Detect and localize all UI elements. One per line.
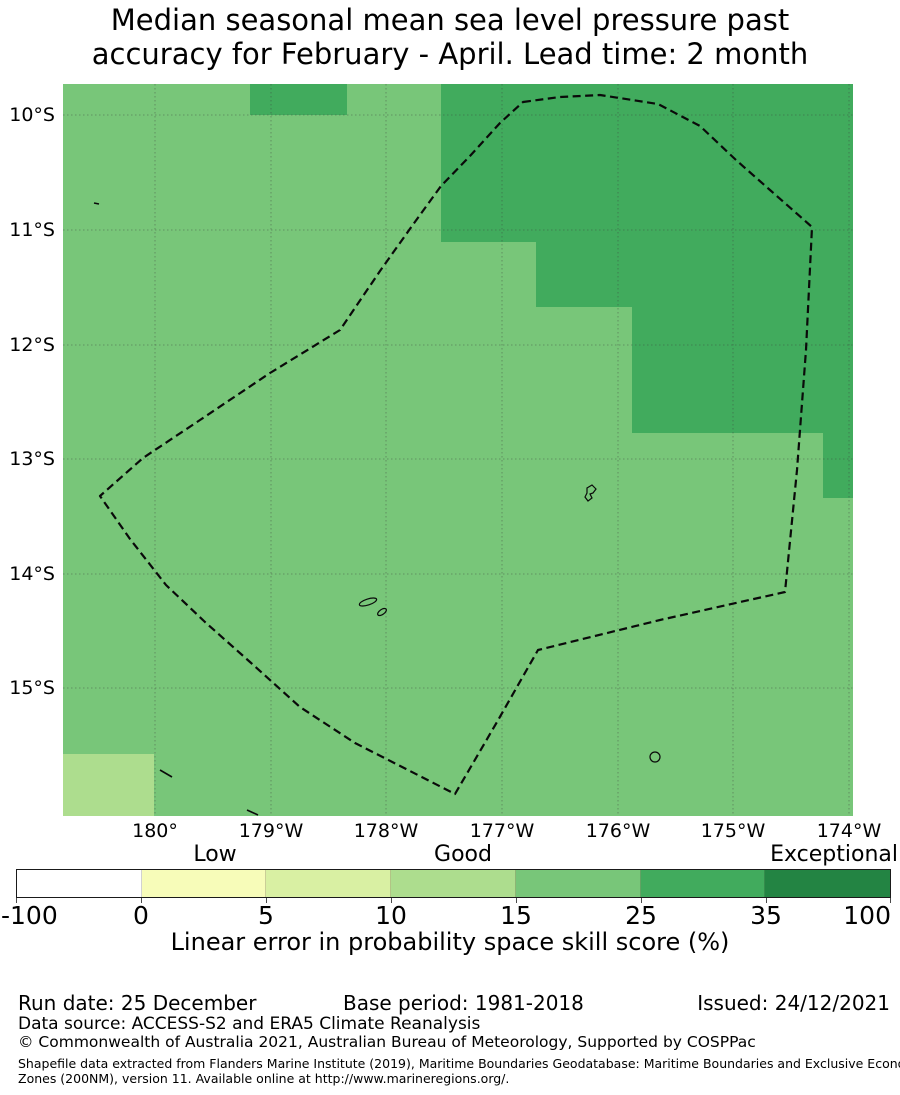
y-tick-label: 13°S (9, 448, 55, 470)
y-tick-label: 12°S (9, 334, 55, 356)
colorbar-number: -100 (1, 901, 58, 930)
footer-shapefile-line-2: Zones (200NM), version 11. Available onl… (18, 1071, 510, 1086)
skill-region-25-35 (250, 84, 347, 115)
x-tick-label: 177°W (469, 820, 535, 842)
x-tick-label: 175°W (700, 820, 766, 842)
y-tick-label: 10°S (9, 104, 55, 126)
y-tick-label: 11°S (9, 219, 55, 241)
colorbar-number: 5 (258, 901, 274, 930)
island-alofi (377, 607, 387, 617)
colorbar-number: 100 (843, 901, 891, 930)
skill-region-25-35 (441, 84, 853, 242)
footer-copyright: © Commonwealth of Australia 2021, Austra… (18, 1033, 756, 1051)
islet-northwest (93, 202, 100, 205)
island-wallis (584, 484, 597, 502)
skill-region-25-35 (632, 307, 853, 433)
colorbar-number: 35 (750, 901, 782, 930)
colorbar-segment (765, 870, 891, 897)
colorbar-tickmark (641, 898, 642, 903)
colorbar-word-low: Low (193, 842, 237, 867)
y-axis-tick-labels: 10°S 11°S 12°S 13°S 14°S 15°S (0, 84, 55, 816)
chart-title-line-1: Median seasonal mean sea level pressure … (110, 3, 790, 37)
colorbar-number: 0 (133, 901, 149, 930)
map-plot-area (63, 84, 853, 816)
colorbar (16, 869, 891, 898)
colorbar-tickmark (141, 898, 142, 903)
colorbar-segment (640, 870, 766, 897)
footer-run-date: Run date: 25 December (18, 991, 257, 1015)
x-tick-label: 174°W (816, 820, 882, 842)
map-canvas (63, 84, 853, 816)
islet-south (246, 809, 259, 816)
colorbar-segment (141, 870, 267, 897)
footer-base-period: Base period: 1981-2018 (343, 991, 584, 1015)
island-niuafoou (649, 751, 661, 763)
colorbar-word-good: Good (434, 842, 492, 867)
island-futuna (358, 597, 378, 607)
footer-issued: Issued: 24/12/2021 (697, 991, 890, 1015)
islet-southwest (159, 769, 173, 778)
footer-shapefile-line-1: Shapefile data extracted from Flanders M… (18, 1056, 900, 1071)
colorbar-number: 25 (625, 901, 657, 930)
y-tick-label: 14°S (9, 563, 55, 585)
footer-data-source: Data source: ACCESS-S2 and ERA5 Climate … (18, 1014, 481, 1034)
colorbar-segment (266, 870, 392, 897)
colorbar-segment (17, 870, 142, 897)
y-tick-label: 15°S (9, 677, 55, 699)
chart-title-line-2: accuracy for February - April. Lead time… (91, 37, 809, 71)
colorbar-number: 10 (375, 901, 407, 930)
x-tick-label: 178°W (353, 820, 419, 842)
colorbar-segment (515, 870, 641, 897)
colorbar-tickmark (890, 898, 891, 903)
x-tick-label: 180° (132, 820, 178, 842)
x-axis-tick-labels: 180° 179°W 178°W 177°W 176°W 175°W 174°W (63, 820, 881, 844)
colorbar-segment (391, 870, 516, 897)
x-tick-label: 179°W (238, 820, 304, 842)
colorbar-tickmark (391, 898, 392, 903)
colorbar-axis-label: Linear error in probability space skill … (170, 928, 730, 956)
colorbar-word-exceptional: Exceptional (770, 842, 898, 867)
skill-region-10-15 (63, 754, 154, 816)
colorbar-tickmark (766, 898, 767, 903)
colorbar-number: 15 (500, 901, 532, 930)
footer-shapefile-note: Shapefile data extracted from Flanders M… (18, 1056, 900, 1086)
colorbar-tickmark (266, 898, 267, 903)
skill-region-25-35 (536, 242, 853, 307)
x-tick-label: 176°W (585, 820, 651, 842)
skill-region-25-35 (823, 433, 853, 498)
colorbar-tickmark (516, 898, 517, 903)
colorbar-qualitative-labels: Low Good Exceptional (0, 842, 900, 869)
colorbar-tick-labels: -100 0 5 10 15 25 35 100 (1, 901, 891, 931)
colorbar-tick-marks (16, 898, 891, 904)
colorbar-tickmark (16, 898, 17, 903)
eez-boundary-line (98, 93, 814, 796)
